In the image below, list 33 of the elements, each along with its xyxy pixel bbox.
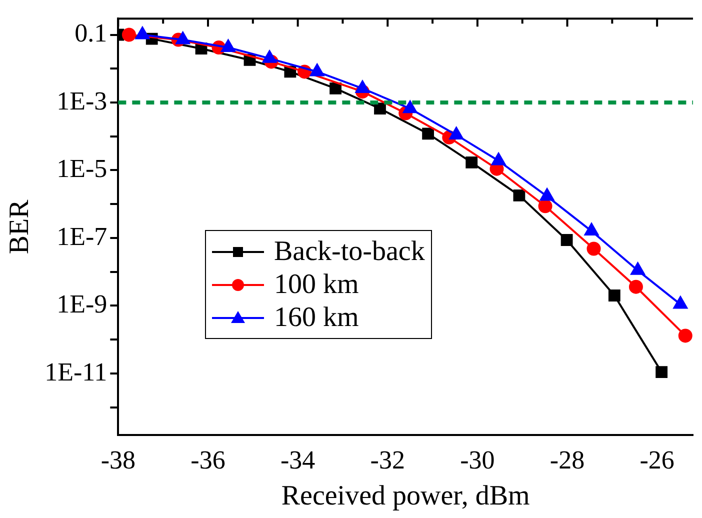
x-tick-label: -26 xyxy=(640,446,674,475)
point xyxy=(678,328,692,343)
x-axis-title: Received power, dBm xyxy=(281,480,530,512)
y-tick-label: 1E-9 xyxy=(56,290,108,319)
point xyxy=(656,366,668,378)
y-tick-label: 0.1 xyxy=(74,18,108,48)
point xyxy=(584,223,599,236)
y-tick-label: 1E-11 xyxy=(44,357,108,386)
point xyxy=(513,190,526,202)
y-tick-label: 1E-5 xyxy=(56,154,108,184)
x-tick-label: -30 xyxy=(460,446,495,475)
y-tick-label: 1E-7 xyxy=(56,222,108,251)
point xyxy=(122,28,136,42)
point xyxy=(628,280,643,294)
x-tick-label: -38 xyxy=(100,446,136,475)
x-tick-label: -28 xyxy=(550,446,585,475)
legend-label: 100 km xyxy=(274,268,359,301)
x-tick-label: -32 xyxy=(370,446,405,475)
point xyxy=(538,199,552,214)
point xyxy=(466,156,478,168)
point xyxy=(560,234,573,246)
legend-label: 160 km xyxy=(274,301,359,334)
point xyxy=(330,82,342,94)
legend-label: Back-to-back xyxy=(274,235,425,268)
point xyxy=(221,40,236,52)
x-tick-label: -34 xyxy=(280,446,316,475)
point xyxy=(586,242,601,256)
point xyxy=(374,102,386,115)
point xyxy=(422,128,434,140)
y-tick-label: 1E-3 xyxy=(56,86,108,116)
point xyxy=(608,290,620,302)
y-axis-title: BER xyxy=(4,199,36,254)
x-tick-label: -36 xyxy=(190,446,226,475)
